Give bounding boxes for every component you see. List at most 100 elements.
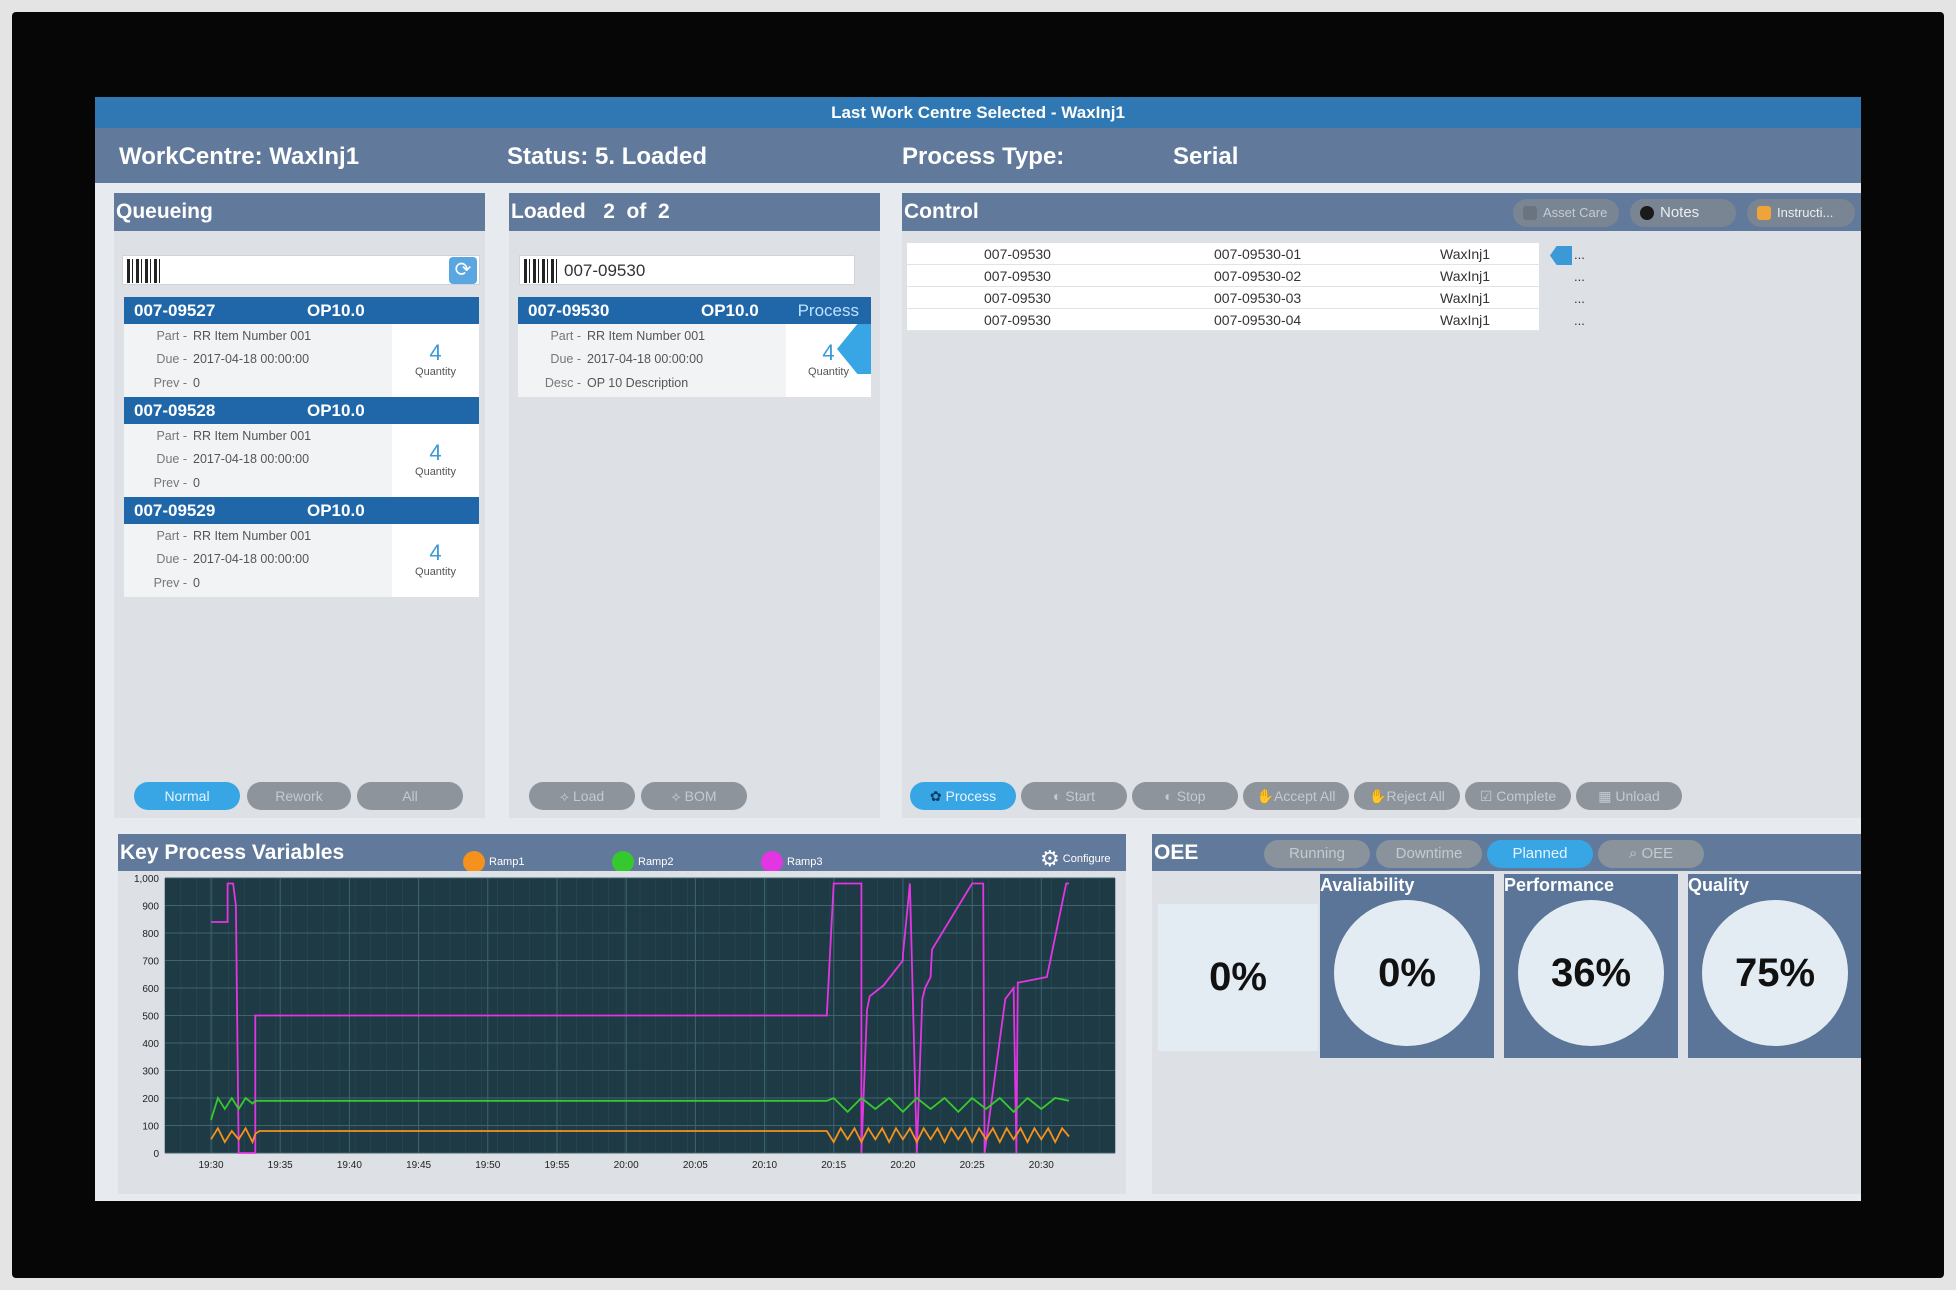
queueing-panel: Queueing ⟳ 007-09527 OP10.0 Part - RR Item…	[114, 193, 485, 818]
x-tick-label: 20:25	[960, 1160, 985, 1171]
unload-button[interactable]: ▦ Unload	[1576, 782, 1682, 810]
loaded-card[interactable]: 007-09530 OP10.0 Process Part - RR Item Num…	[518, 297, 871, 397]
table-row[interactable]: 007-09530 007-09530-02 WaxInj1	[907, 265, 1539, 287]
row-more-button[interactable]: ...	[1574, 291, 1585, 306]
lock-icon	[1523, 206, 1537, 221]
bom-button[interactable]: ⟡ BOM	[641, 782, 747, 810]
oee-panel: OEE Running Downtime Planned ⌕ OEE 0% Av…	[1152, 834, 1861, 1194]
quantity-value: 4	[429, 540, 442, 565]
reject-all-button[interactable]: ✋Reject All	[1354, 782, 1460, 810]
tab-downtime[interactable]: Downtime	[1376, 840, 1482, 868]
queue-card[interactable]: 007-09528 OP10.0 Part - RR Item Number 001…	[124, 397, 479, 497]
loaded-title: Loaded 2 of 2	[509, 193, 880, 231]
x-tick-label: 20:20	[890, 1160, 915, 1171]
instructions-button[interactable]: Instructi...	[1747, 199, 1855, 227]
process-button[interactable]: ✿ Process	[910, 782, 1016, 810]
gear-icon: ✿	[929, 788, 946, 804]
y-tick-label: 600	[142, 984, 159, 995]
ramp3-swatch	[761, 851, 783, 874]
row-more-button[interactable]: ...	[1574, 247, 1585, 262]
kpv-panel: Key Process Variables Ramp1 Ramp2 Ramp3 …	[118, 834, 1126, 1194]
asset-care-button[interactable]: Asset Care	[1513, 199, 1619, 227]
series-line-ramp2	[210, 1095, 1070, 1121]
row-more-button[interactable]: ...	[1574, 269, 1585, 284]
start-button[interactable]: ◐ Start	[1021, 782, 1127, 810]
hand-icon: ✋	[1369, 788, 1387, 804]
quantity-value: 4	[429, 340, 442, 365]
bom-icon: ⟡	[671, 788, 685, 804]
row-more-button[interactable]: ...	[1574, 313, 1585, 328]
loaded-scan-input[interactable]: 007-09530	[519, 255, 855, 285]
window-title: Last Work Centre Selected - WaxInj1	[95, 97, 1861, 128]
x-tick-label: 20:00	[614, 1160, 639, 1171]
y-tick-label: 400	[142, 1039, 159, 1050]
quality-box: Quality 75%	[1688, 874, 1861, 1058]
document-icon	[1757, 206, 1771, 221]
filter-rework-button[interactable]: Rework	[247, 782, 351, 810]
x-tick-label: 20:15	[821, 1160, 846, 1171]
chat-icon	[1640, 206, 1654, 221]
tab-running[interactable]: Running	[1264, 840, 1370, 868]
notes-button[interactable]: Notes	[1630, 199, 1736, 227]
y-tick-label: 300	[142, 1067, 159, 1078]
order-id: 007-09529	[134, 501, 216, 520]
process-button[interactable]: Process	[797, 301, 859, 320]
filter-normal-button[interactable]: Normal	[134, 782, 240, 810]
control-header: Control Asset Care Notes Instructi...	[902, 193, 1861, 231]
hand-icon: ✋	[1256, 788, 1274, 804]
x-tick-label: 20:10	[752, 1160, 777, 1171]
loaded-total: 2	[658, 200, 670, 223]
oee-title: OEE	[1154, 841, 1199, 864]
refresh-icon[interactable]: ⟳	[449, 257, 477, 284]
tab-planned[interactable]: Planned	[1487, 840, 1593, 868]
workcentre-label: WorkCentre: WaxInj1	[119, 143, 360, 170]
process-type-label: Process Type:	[902, 143, 1065, 170]
ramp1-swatch	[463, 851, 485, 874]
y-tick-label: 100	[142, 1122, 159, 1133]
x-tick-label: 20:30	[1029, 1160, 1054, 1171]
series-line-ramp1	[210, 1126, 1070, 1145]
accept-all-button[interactable]: ✋Accept All	[1243, 782, 1349, 810]
serial-table: 007-09530 007-09530-01 WaxInj1 007-09530 00…	[907, 243, 1539, 331]
y-tick-label: 700	[142, 957, 159, 968]
kpv-header: Key Process Variables Ramp1 Ramp2 Ramp3 …	[118, 834, 1126, 874]
current-row-marker	[1550, 246, 1572, 265]
part-value: RR Item Number 001	[193, 429, 312, 443]
table-row[interactable]: 007-09530 007-09530-03 WaxInj1	[907, 287, 1539, 309]
tab-oee[interactable]: ⌕ OEE	[1598, 840, 1704, 868]
series-line-ramp3	[211, 882, 1069, 1154]
stop-button[interactable]: ◐ Stop	[1132, 782, 1238, 810]
grid-icon: ▦	[1598, 788, 1616, 804]
x-tick-label: 19:55	[544, 1160, 569, 1171]
prev-value: 0	[193, 576, 200, 590]
legend-ramp1: Ramp1	[463, 843, 524, 881]
load-button[interactable]: ⟡ Load	[529, 782, 635, 810]
y-tick-label: 0	[153, 1149, 159, 1160]
oee-overall-box: 0%	[1158, 904, 1318, 1051]
performance-box: Performance 36%	[1504, 874, 1678, 1058]
table-row[interactable]: 007-09530 007-09530-01 WaxInj1	[907, 243, 1539, 265]
legend-ramp3: Ramp3	[761, 843, 822, 881]
prev-value: 0	[193, 376, 200, 390]
loaded-panel: Loaded 2 of 2 007-09530 007-09530 OP10.0 P…	[509, 193, 880, 818]
stop-icon: ◐	[1164, 788, 1177, 804]
search-icon: ⌕	[1628, 845, 1642, 862]
oee-header: OEE Running Downtime Planned ⌕ OEE	[1152, 834, 1861, 871]
process-type-value: Serial	[1173, 143, 1239, 170]
load-icon: ⟡	[559, 788, 573, 804]
table-row[interactable]: 007-09530 007-09530-04 WaxInj1	[907, 309, 1539, 331]
availability-box: Avaliability 0%	[1320, 874, 1494, 1058]
op-label: OP10.0	[307, 401, 365, 420]
queue-card[interactable]: 007-09529 OP10.0 Part - RR Item Number 001…	[124, 497, 479, 597]
order-id: 007-09530	[528, 301, 610, 320]
order-id: 007-09527	[134, 301, 216, 320]
filter-all-button[interactable]: All	[357, 782, 463, 810]
y-tick-label: 200	[142, 1094, 159, 1105]
y-tick-label: 900	[142, 902, 159, 913]
queue-scan-input[interactable]: ⟳	[122, 255, 480, 285]
complete-button[interactable]: ☑ Complete	[1465, 782, 1571, 810]
desc-value: OP 10 Description	[587, 376, 689, 390]
op-label: OP10.0	[701, 301, 759, 320]
queue-card[interactable]: 007-09527 OP10.0 Part - RR Item Number 001…	[124, 297, 479, 397]
configure-button[interactable]: ⚙ Configure	[1040, 846, 1111, 872]
